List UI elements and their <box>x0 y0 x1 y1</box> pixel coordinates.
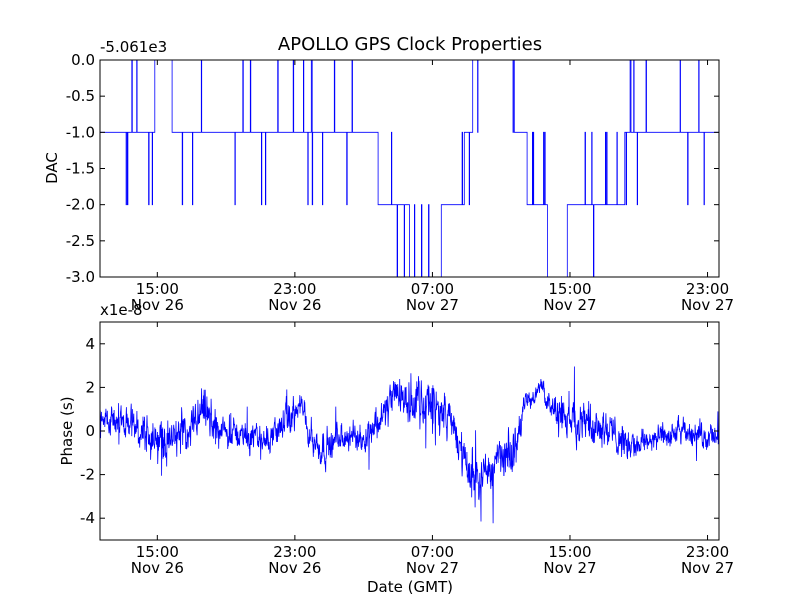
y-tick-label: -4 <box>80 509 95 527</box>
y-tick-label: 0.0 <box>71 51 95 69</box>
x-tick-date: Nov 26 <box>268 296 321 314</box>
y-tick-label: -2.0 <box>66 196 95 214</box>
dac-offset-label: -5.061e3 <box>100 38 167 56</box>
x-tick-time: 07:00 <box>411 280 454 298</box>
x-tick-time: 15:00 <box>136 543 179 561</box>
y-tick-label: 4 <box>85 335 95 353</box>
x-tick-time: 23:00 <box>686 280 729 298</box>
x-tick-time: 15:00 <box>548 280 591 298</box>
x-tick-date: Nov 27 <box>406 296 459 314</box>
x-axis-label: Date (GMT) <box>367 578 453 596</box>
x-tick-date: Nov 27 <box>681 559 734 577</box>
dac-panel: -5.061e3 DAC 0.0 -0.5 -1.0 -1.5 -2.0 -2.5 -3.0… <box>43 38 734 314</box>
x-tick-time: 15:00 <box>548 543 591 561</box>
phase-series <box>100 366 719 524</box>
y-tick-label: -2 <box>80 466 95 484</box>
y-tick-label: -0.5 <box>66 87 95 105</box>
x-tick-date: Nov 26 <box>131 296 184 314</box>
y-tick-label: -1.0 <box>66 123 95 141</box>
y-tick-label: 2 <box>85 378 95 396</box>
phase-line <box>100 366 719 524</box>
figure-title: APOLLO GPS Clock Properties <box>278 34 542 55</box>
x-tick-date: Nov 27 <box>681 296 734 314</box>
dac-series <box>100 60 719 277</box>
x-tick-date: Nov 26 <box>131 559 184 577</box>
x-tick-time: 15:00 <box>136 280 179 298</box>
y-tick-label: -3.0 <box>66 268 95 286</box>
y-tick-label: -1.5 <box>66 160 95 178</box>
x-tick-date: Nov 26 <box>268 559 321 577</box>
x-tick-date: Nov 27 <box>406 559 459 577</box>
x-tick-time: 23:00 <box>686 543 729 561</box>
dac-y-axis-label: DAC <box>43 152 61 184</box>
phase-offset-label: x1e-8 <box>100 301 143 319</box>
x-tick-time: 23:00 <box>273 280 316 298</box>
x-tick-time: 07:00 <box>411 543 454 561</box>
y-tick-label: -2.5 <box>66 232 95 250</box>
dac-line <box>100 60 719 277</box>
x-tick-date: Nov 27 <box>543 296 596 314</box>
x-tick-date: Nov 27 <box>543 559 596 577</box>
y-tick-label: 0 <box>85 422 95 440</box>
phase-y-axis-label: Phase (s) <box>58 396 76 465</box>
x-tick-time: 23:00 <box>273 543 316 561</box>
